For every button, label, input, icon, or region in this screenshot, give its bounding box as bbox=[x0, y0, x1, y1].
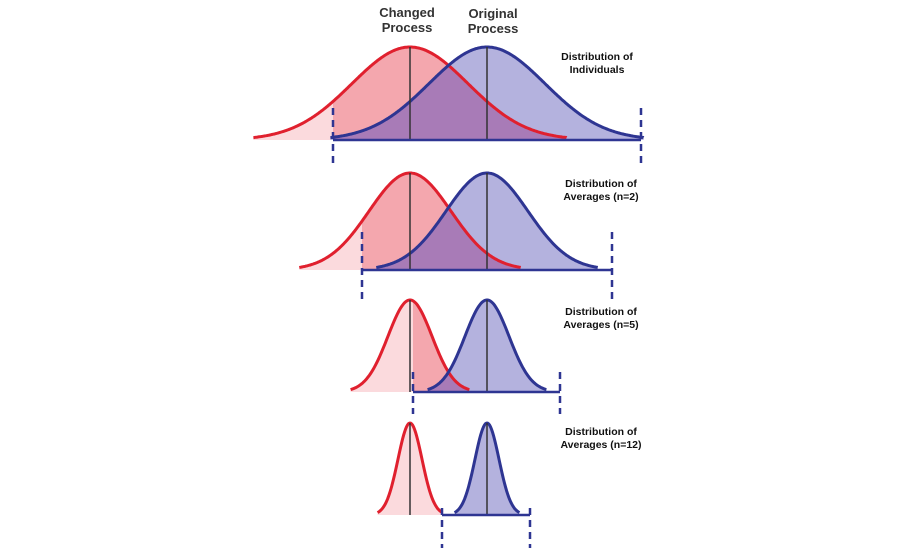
changed-area-inside bbox=[413, 300, 470, 392]
original-process-label: Original Process bbox=[467, 6, 519, 36]
overlap-area bbox=[376, 207, 521, 270]
overlap-area bbox=[427, 372, 469, 392]
row-label: Distribution of Averages (n=12) bbox=[560, 426, 642, 451]
overlap-area bbox=[333, 65, 566, 140]
changed-process-label: Changed Process bbox=[379, 5, 435, 35]
row-label: Distribution of Individuals bbox=[561, 51, 633, 76]
row-label: Distribution of Averages (n=2) bbox=[563, 178, 639, 203]
row-label: Distribution of Averages (n=5) bbox=[563, 306, 639, 331]
